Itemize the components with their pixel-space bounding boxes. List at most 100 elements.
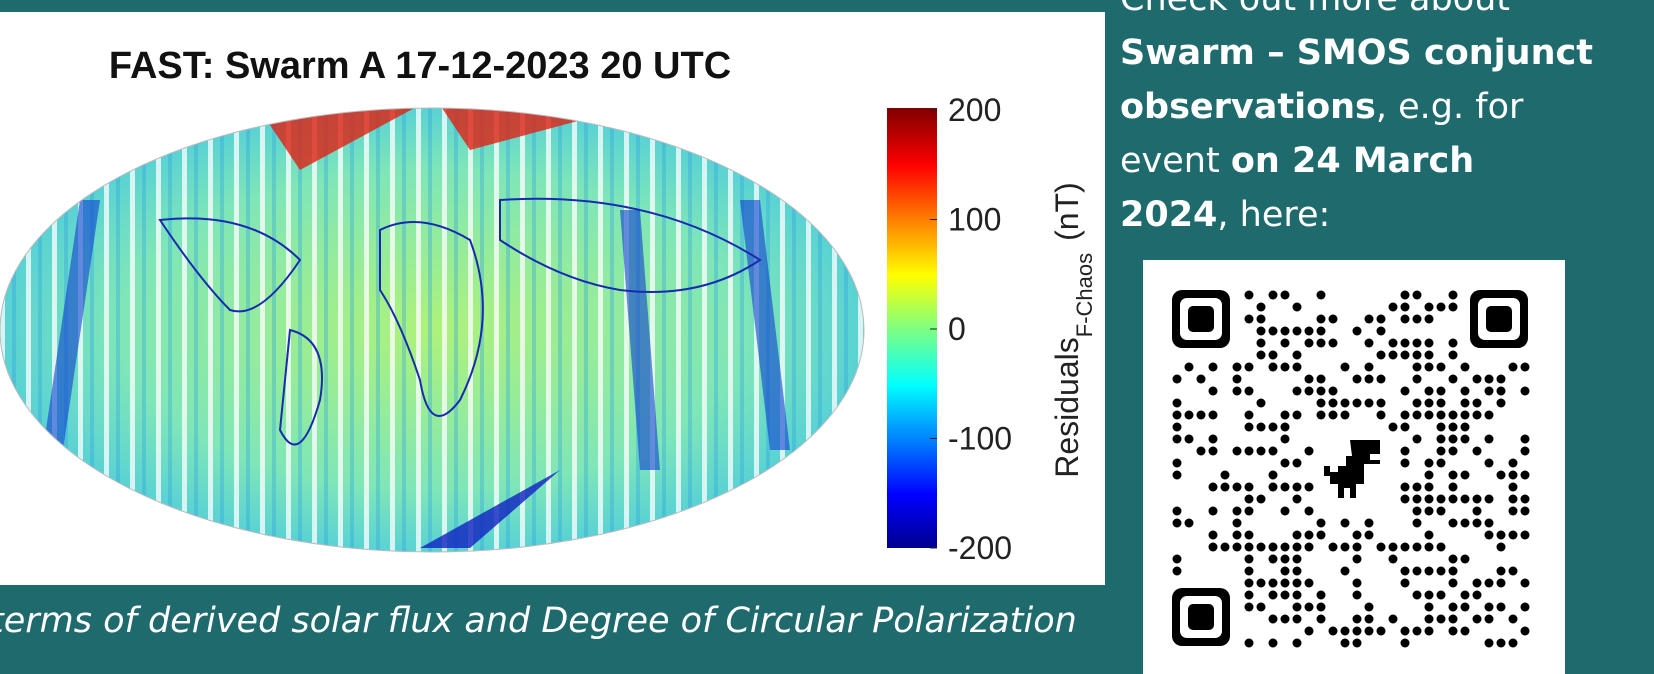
caption: terms of derived solar flux and Degree o… [0, 601, 1077, 641]
qr-dot [1449, 471, 1458, 480]
qr-dot [1257, 423, 1266, 432]
qr-dot [1281, 363, 1290, 372]
qr-dot [1353, 639, 1362, 648]
qr-dot [1437, 507, 1446, 516]
qr-dot [1281, 483, 1290, 492]
qr-dot [1389, 351, 1398, 360]
qr-dot [1437, 615, 1446, 624]
qr-dot [1449, 615, 1458, 624]
qr-dot [1305, 483, 1314, 492]
qr-dot [1509, 363, 1518, 372]
qr-dot [1269, 591, 1278, 600]
qr-dot [1425, 411, 1434, 420]
qr-dot [1245, 423, 1254, 432]
qr-dot [1293, 483, 1302, 492]
qr-dot [1281, 615, 1290, 624]
qr-dot [1497, 399, 1506, 408]
qr-dot [1365, 399, 1374, 408]
qr-dot [1245, 315, 1254, 324]
qr-dot [1449, 375, 1458, 384]
qr-dot [1233, 447, 1242, 456]
qr-dot [1425, 315, 1434, 324]
qr-dot [1257, 543, 1266, 552]
qr-dot [1293, 351, 1302, 360]
qr-dot [1173, 435, 1182, 444]
qr-dot [1425, 591, 1434, 600]
qr-dot [1413, 411, 1422, 420]
qr-dot [1305, 375, 1314, 384]
qr-dot [1461, 519, 1470, 528]
qr-dot [1449, 579, 1458, 588]
qr-dot [1485, 435, 1494, 444]
qr-dot [1341, 399, 1350, 408]
qr-dot [1269, 327, 1278, 336]
qr-dot [1317, 591, 1326, 600]
qr-dot [1269, 615, 1278, 624]
qr-dot [1413, 291, 1422, 300]
qr-dot [1281, 435, 1290, 444]
qr-dot [1353, 327, 1362, 336]
label-main: Residuals [1049, 337, 1085, 478]
qr-dot [1329, 543, 1338, 552]
qr-dot [1209, 531, 1218, 540]
qr-dot [1209, 411, 1218, 420]
qr-dot [1473, 579, 1482, 588]
qr-dot [1173, 555, 1182, 564]
qr-dot [1401, 459, 1410, 468]
qr-dot [1281, 567, 1290, 576]
qr-dot [1473, 519, 1482, 528]
qr-dot [1269, 471, 1278, 480]
qr-dot [1257, 315, 1266, 324]
qr-dot [1293, 639, 1302, 648]
qr-dot [1173, 411, 1182, 420]
qr-dot [1521, 627, 1530, 636]
qr-dot [1461, 555, 1470, 564]
qr-dot [1485, 387, 1494, 396]
sidebar-line: event on 24 March [1120, 141, 1474, 181]
qr-dot [1269, 543, 1278, 552]
qr-dot [1209, 435, 1218, 444]
qr-dot [1293, 387, 1302, 396]
qr-dot [1401, 411, 1410, 420]
qr-dot [1485, 639, 1494, 648]
qr-dot [1317, 411, 1326, 420]
qr-dot [1293, 495, 1302, 504]
qr-dot [1437, 435, 1446, 444]
qr-dot [1281, 423, 1290, 432]
qr-dot [1281, 555, 1290, 564]
figure-title: FAST: Swarm A 17-12-2023 20 UTC [109, 45, 731, 87]
qr-dot [1449, 423, 1458, 432]
qr-dot [1401, 579, 1410, 588]
qr-dot [1269, 423, 1278, 432]
qr-dot [1341, 363, 1350, 372]
qr-dot [1365, 531, 1374, 540]
qr-dot [1449, 435, 1458, 444]
qr-dot [1449, 291, 1458, 300]
qr-dot [1449, 495, 1458, 504]
qr-dot [1197, 447, 1206, 456]
qr-dot [1365, 363, 1374, 372]
qr-dot [1317, 315, 1326, 324]
qr-dot [1245, 387, 1254, 396]
qr-dot [1233, 387, 1242, 396]
qr-dot [1305, 339, 1314, 348]
qr-dot [1269, 291, 1278, 300]
qr-dot [1413, 591, 1422, 600]
qr-dot [1245, 363, 1254, 372]
qr-dot [1473, 495, 1482, 504]
qr-dot [1473, 411, 1482, 420]
qr-dot [1257, 339, 1266, 348]
qr-dot [1245, 579, 1254, 588]
sidebar-line: 2024, here: [1120, 195, 1330, 235]
qr-dot [1173, 399, 1182, 408]
qr-dot [1257, 495, 1266, 504]
qr-dot [1269, 483, 1278, 492]
qr-dot [1461, 387, 1470, 396]
qr-dot [1485, 603, 1494, 612]
qr-dot [1209, 363, 1218, 372]
qr-dot [1257, 303, 1266, 312]
qr-dot [1437, 567, 1446, 576]
qr-dot [1425, 627, 1434, 636]
qr-dot [1377, 375, 1386, 384]
qr-dot [1401, 567, 1410, 576]
